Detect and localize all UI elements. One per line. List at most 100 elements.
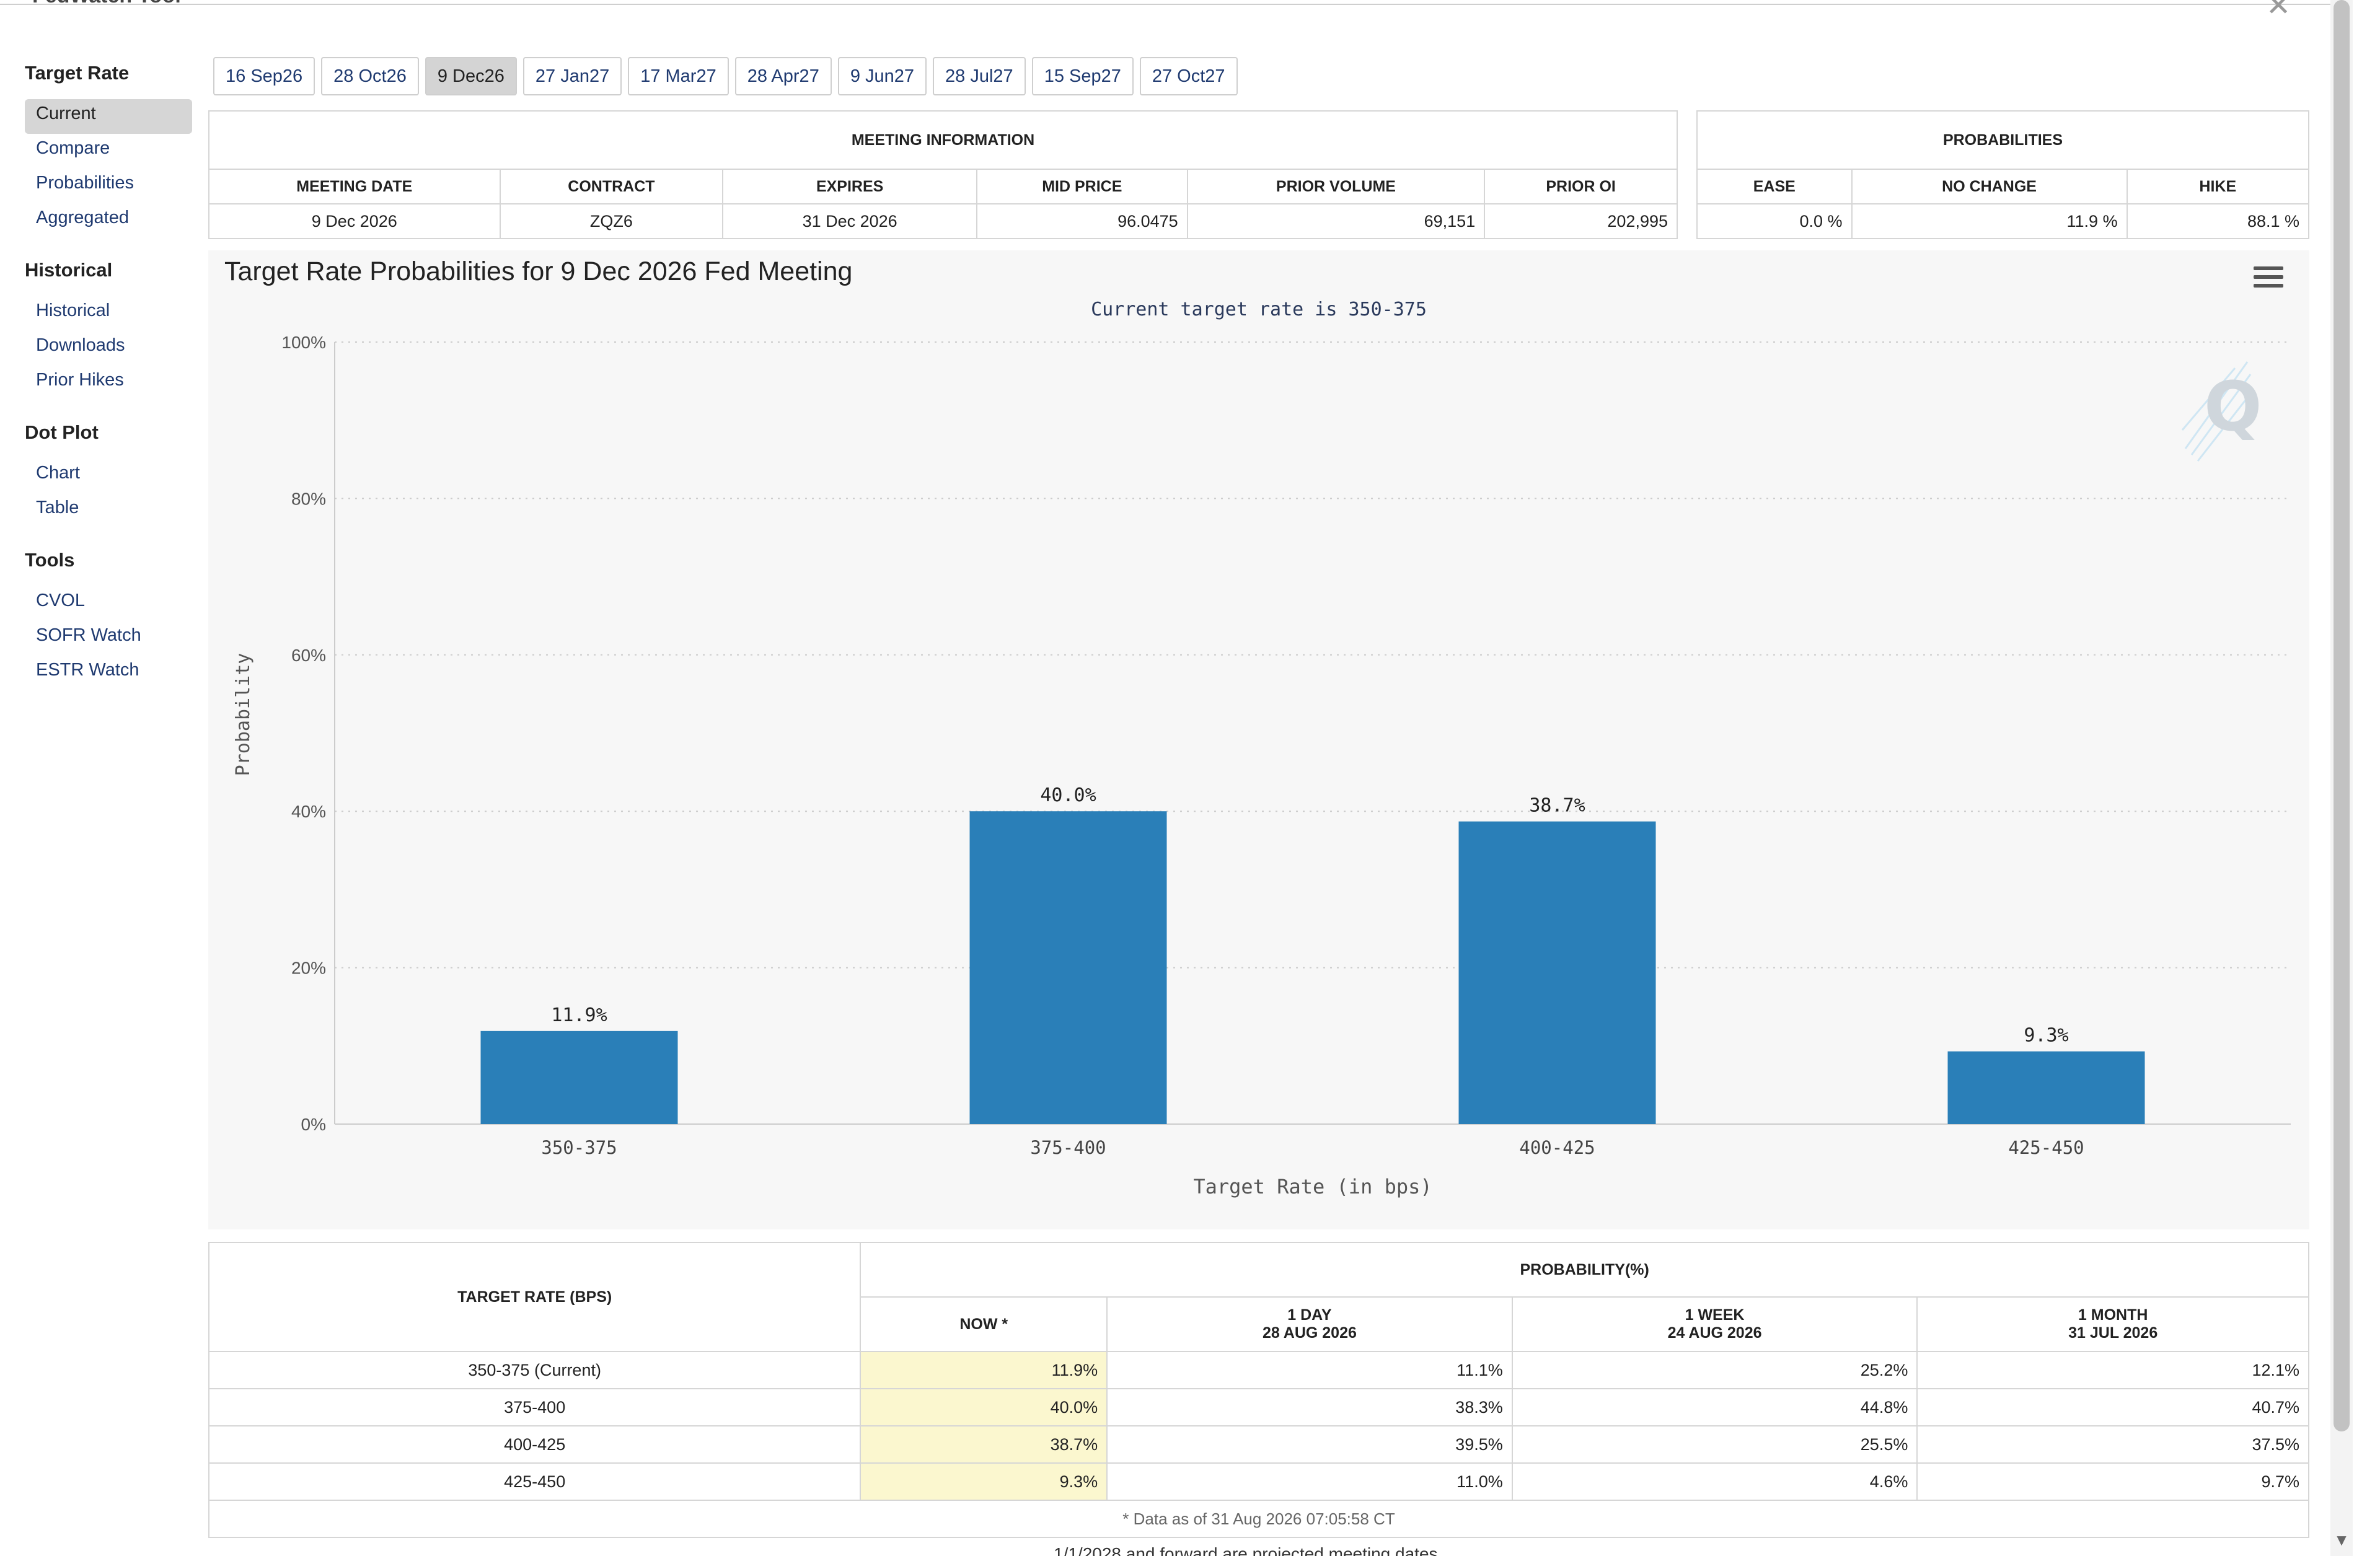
tab-28-apr27[interactable]: 28 Apr27 xyxy=(734,57,832,95)
col-hike: HIKE xyxy=(2126,169,2310,204)
prior-volume-value: 69,151 xyxy=(1186,203,1486,239)
now-probability-cell: 11.9% xyxy=(860,1351,1108,1389)
sidebar-item-probabilities[interactable]: Probabilities xyxy=(36,173,134,193)
tab-16-sep26[interactable]: 16 Sep26 xyxy=(213,57,315,95)
col-no-change: NO CHANGE xyxy=(1851,169,2128,204)
target-rate-cell: 400-425 xyxy=(208,1425,862,1464)
contract-value: ZQZ6 xyxy=(499,203,724,239)
col-target-rate: TARGET RATE (BPS) xyxy=(208,1242,862,1352)
tab-17-mar27[interactable]: 17 Mar27 xyxy=(628,57,729,95)
now-probability-cell: 40.0% xyxy=(860,1388,1108,1426)
1-week-probability-cell: 44.8% xyxy=(1511,1388,1918,1426)
sidebar-item-cvol[interactable]: CVOL xyxy=(36,591,85,610)
x-tick-label: 425-450 xyxy=(2008,1137,2084,1158)
1-day-probability-cell: 11.0% xyxy=(1106,1462,1513,1501)
y-tick-label: 100% xyxy=(281,333,326,352)
tab-27-oct27[interactable]: 27 Oct27 xyxy=(1139,57,1238,95)
sidebar-section-target-rate: Target Rate xyxy=(25,62,130,84)
tab-9-jun27[interactable]: 9 Jun27 xyxy=(837,57,927,95)
sidebar-item-chart[interactable]: Chart xyxy=(36,463,80,483)
1-month-probability-cell: 12.1% xyxy=(1916,1351,2309,1389)
logo-watermark-icon: Q xyxy=(2181,361,2260,462)
meeting-info-header: MEETING INFORMATION xyxy=(208,110,1678,170)
sidebar-item-downloads[interactable]: Downloads xyxy=(36,335,125,355)
meeting-info-table: MEETING INFORMATION MEETING DATE CONTRAC… xyxy=(208,110,1678,239)
now-probability-cell: 38.7% xyxy=(860,1425,1108,1464)
sidebar-section-tools: Tools xyxy=(25,549,75,571)
sidebar-item-estr-watch[interactable]: ESTR Watch xyxy=(36,660,139,680)
col-1-day: 1 DAY 28 AUG 2026 xyxy=(1106,1296,1513,1352)
chart-panel: 0% 20% 40% 60% 80% 100% 11.9% 350-375 40.0% 375-4… xyxy=(208,250,2309,1229)
sidebar-gap xyxy=(25,400,192,419)
probability-group-header: PROBABILITY(%) xyxy=(860,1242,2309,1298)
col-now: NOW * xyxy=(860,1296,1108,1352)
meeting-tabs: 16 Sep26 28 Oct26 9 Dec26 27 Jan27 17 Mar27 2… xyxy=(213,57,1238,95)
window-title: FedWatch Tool xyxy=(32,0,181,8)
col-1-week: 1 WEEK 24 AUG 2026 xyxy=(1511,1296,1918,1352)
1-month-probability-cell: 9.7% xyxy=(1916,1462,2309,1501)
probability-chart: 0% 20% 40% 60% 80% 100% 11.9% 350-375 40.0% 375-4… xyxy=(232,333,2291,1198)
col-expires: EXPIRES xyxy=(722,169,977,204)
1-month-probability-cell: 40.7% xyxy=(1916,1388,2309,1426)
sidebar-item-compare[interactable]: Compare xyxy=(36,138,110,158)
scrollbar-thumb[interactable] xyxy=(2334,0,2350,1431)
svg-text:Q: Q xyxy=(2204,367,2260,446)
scroll-down-arrow-icon[interactable]: ▼ xyxy=(2334,1531,2350,1549)
1-month-probability-cell: 37.5% xyxy=(1916,1425,2309,1464)
x-tick-label: 350-375 xyxy=(541,1137,617,1158)
data-label: 40.0% xyxy=(1040,785,1096,806)
1-week-probability-cell: 4.6% xyxy=(1511,1462,1918,1501)
sidebar-item-current[interactable]: Current xyxy=(25,99,192,134)
target-rate-cell: 350-375 (Current) xyxy=(208,1351,862,1389)
sidebar: Target Rate Current Compare Probabilities Ag… xyxy=(25,59,192,690)
bar-400-425 xyxy=(1458,821,1656,1124)
no-change-value: 11.9 % xyxy=(1851,203,2128,239)
tab-15-sep27[interactable]: 15 Sep27 xyxy=(1031,57,1134,95)
y-axis-title: Probability xyxy=(232,653,254,776)
col-1-month: 1 MONTH 31 JUL 2026 xyxy=(1916,1296,2309,1352)
1-week-probability-cell: 25.2% xyxy=(1511,1351,1918,1389)
sidebar-item-historical[interactable]: Historical xyxy=(36,301,110,320)
tab-28-oct26[interactable]: 28 Oct26 xyxy=(321,57,419,95)
tab-27-jan27[interactable]: 27 Jan27 xyxy=(522,57,622,95)
sidebar-item-prior-hikes[interactable]: Prior Hikes xyxy=(36,370,124,390)
col-mid-price: MID PRICE xyxy=(976,169,1188,204)
target-rate-cell: 375-400 xyxy=(208,1388,862,1426)
y-tick-label: 60% xyxy=(291,646,326,665)
data-label: 38.7% xyxy=(1529,795,1585,817)
x-tick-label: 400-425 xyxy=(1519,1137,1595,1158)
col-prior-oi: PRIOR OI xyxy=(1484,169,1678,204)
mid-price-value: 96.0475 xyxy=(976,203,1188,239)
hike-value: 88.1 % xyxy=(2126,203,2310,239)
1-day-probability-cell: 38.3% xyxy=(1106,1388,1513,1426)
table-row: 350-375 (Current) 11.9% 11.1% 25.2% 12.1% xyxy=(208,1351,2309,1389)
chart-subtitle: Current target rate is 350-375 xyxy=(1091,299,1427,320)
probabilities-header: PROBABILITIES xyxy=(1696,110,2309,170)
probability-history-table: TARGET RATE (BPS) PROBABILITY(%) NOW * 1… xyxy=(208,1242,2309,1538)
chart-menu-icon[interactable] xyxy=(2254,266,2283,291)
sidebar-item-sofr-watch[interactable]: SOFR Watch xyxy=(36,625,141,645)
now-probability-cell: 9.3% xyxy=(860,1462,1108,1501)
1-week-probability-cell: 25.5% xyxy=(1511,1425,1918,1464)
ease-value: 0.0 % xyxy=(1696,203,1853,239)
meeting-date-value: 9 Dec 2026 xyxy=(208,203,501,239)
1-day-probability-cell: 11.1% xyxy=(1106,1351,1513,1389)
data-label: 9.3% xyxy=(2024,1025,2068,1047)
col-ease: EASE xyxy=(1696,169,1853,204)
x-axis-title: Target Rate (in bps) xyxy=(1193,1175,1432,1198)
tab-9-dec26[interactable]: 9 Dec26 xyxy=(425,57,517,95)
bar-375-400 xyxy=(969,811,1167,1124)
y-tick-label: 40% xyxy=(291,802,326,821)
table-row: 375-400 40.0% 38.3% 44.8% 40.7% xyxy=(208,1388,2309,1426)
tab-28-jul27[interactable]: 28 Jul27 xyxy=(933,57,1026,95)
close-icon[interactable]: ✕ xyxy=(2266,0,2291,22)
window-top-border xyxy=(0,0,2330,5)
chart-title: Target Rate Probabilities for 9 Dec 2026… xyxy=(224,257,853,286)
probabilities-table: PROBABILITIES EASE NO CHANGE HIKE 0.0 % … xyxy=(1696,110,2310,239)
sidebar-item-table[interactable]: Table xyxy=(36,498,79,517)
col-prior-volume: PRIOR VOLUME xyxy=(1186,169,1486,204)
y-tick-label: 20% xyxy=(291,959,326,978)
sidebar-item-aggregated[interactable]: Aggregated xyxy=(36,208,129,227)
x-tick-label: 375-400 xyxy=(1030,1137,1106,1158)
sidebar-gap xyxy=(25,528,192,547)
